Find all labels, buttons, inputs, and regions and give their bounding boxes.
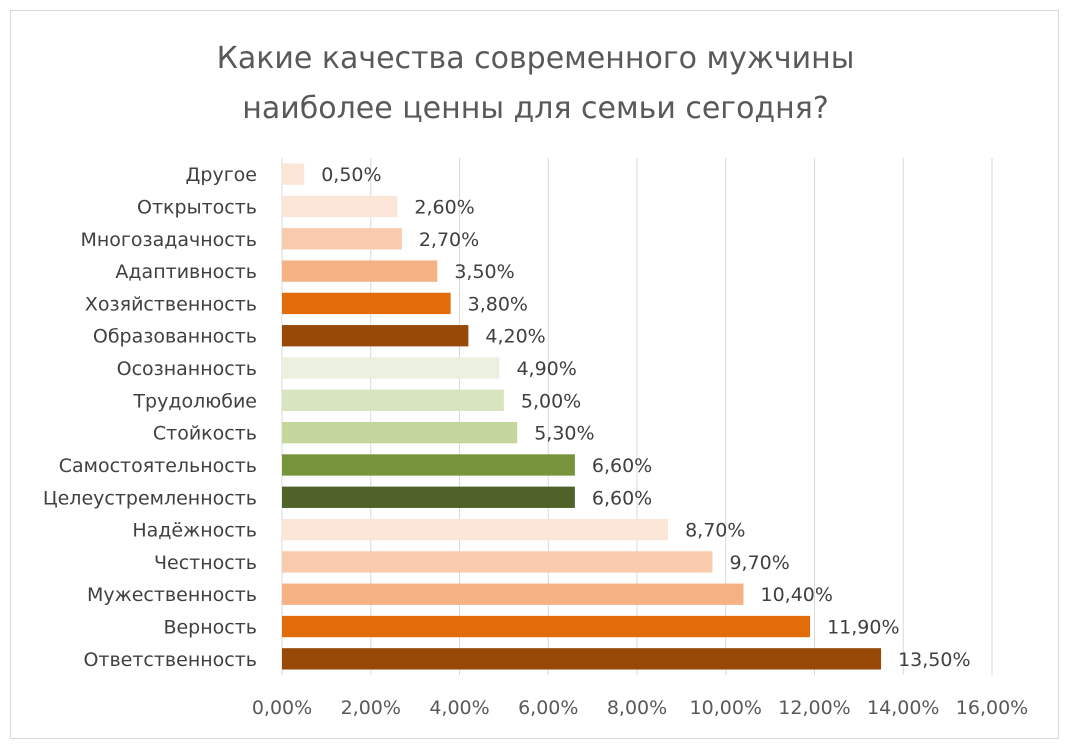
- x-tick-label: 14,00%: [867, 697, 939, 719]
- bar: [282, 163, 305, 185]
- category-labels: Другое Открытость Многозадачность Адаптивно…: [43, 164, 257, 671]
- category-label: Открытость: [137, 196, 257, 218]
- value-label: 2,60%: [414, 196, 474, 218]
- category-label: Честность: [154, 552, 257, 574]
- value-label: 13,50%: [898, 649, 970, 671]
- chart-title: Какие качества современного мужчины наиб…: [0, 34, 1071, 134]
- value-label: 4,90%: [516, 358, 576, 380]
- x-tick-label: 6,00%: [518, 697, 578, 719]
- category-label: Образованность: [93, 326, 257, 348]
- value-label: 3,80%: [468, 293, 528, 315]
- value-label: 6,60%: [592, 455, 652, 477]
- bar: [282, 260, 438, 282]
- x-tick-label: 8,00%: [607, 697, 667, 719]
- value-label: 3,50%: [454, 261, 514, 283]
- value-label: 6,60%: [592, 487, 652, 509]
- bar: [282, 357, 500, 379]
- bar: [282, 615, 811, 638]
- category-label: Верность: [163, 617, 257, 639]
- bar: [282, 648, 882, 670]
- value-label: 5,30%: [534, 423, 594, 445]
- bar: [282, 518, 669, 541]
- bar: [282, 421, 518, 444]
- category-label: Стойкость: [153, 423, 257, 445]
- value-label: 8,70%: [685, 520, 745, 542]
- bar: [282, 454, 575, 476]
- value-labels: 0,50% 2,60% 2,70% 3,50% 3,80% 4,20% 4,90% 5,00%…: [321, 164, 970, 671]
- chart-title-line-2: наиболее ценны для семьи сегодня?: [242, 91, 829, 126]
- value-label: 10,40%: [761, 584, 833, 606]
- category-label: Адаптивность: [115, 261, 257, 283]
- category-label: Другое: [186, 164, 257, 186]
- x-tick-label: 10,00%: [690, 697, 762, 719]
- x-tick-label: 0,00%: [252, 697, 312, 719]
- bar: [282, 292, 451, 315]
- x-tick-label: 2,00%: [341, 697, 401, 719]
- chart-title-line-1: Какие качества современного мужчины: [216, 41, 855, 76]
- category-label: Трудолюбие: [132, 390, 257, 412]
- category-label: Мужественность: [87, 584, 257, 606]
- x-tick-labels: 0,00% 2,00% 4,00% 6,00% 8,00% 10,00% 12,00% 14,…: [252, 697, 1028, 719]
- category-label: Осознанность: [117, 358, 257, 380]
- value-label: 0,50%: [321, 164, 381, 186]
- bar: [282, 325, 469, 347]
- bars: [282, 163, 882, 670]
- bar: [282, 551, 713, 573]
- value-label: 5,00%: [521, 390, 581, 412]
- category-label: Целеустремленность: [43, 487, 257, 509]
- category-label: Хозяйственность: [85, 293, 257, 315]
- value-label: 9,70%: [729, 552, 789, 574]
- category-label: Ответственность: [83, 649, 257, 671]
- bar: [282, 389, 504, 412]
- x-tick-label: 12,00%: [778, 697, 850, 719]
- bar: [282, 195, 398, 218]
- value-label: 2,70%: [419, 229, 479, 251]
- category-label: Надёжность: [132, 520, 257, 542]
- bar: [282, 228, 402, 250]
- x-tick-label: 4,00%: [429, 697, 489, 719]
- x-tick-label: 16,00%: [956, 697, 1028, 719]
- bar: [282, 583, 744, 605]
- value-label: 11,90%: [827, 617, 899, 639]
- category-label: Многозадачность: [80, 229, 257, 251]
- category-label: Самостоятельность: [59, 455, 257, 477]
- bar: [282, 486, 575, 508]
- value-label: 4,20%: [485, 326, 545, 348]
